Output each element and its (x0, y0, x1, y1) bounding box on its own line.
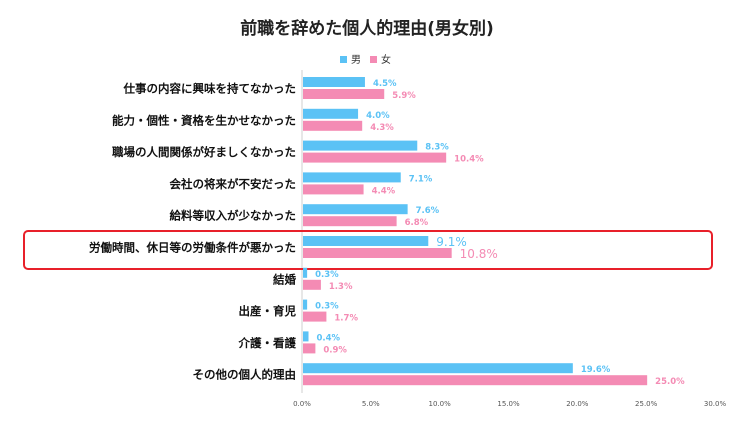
bar-male (303, 331, 309, 342)
bar-male (303, 140, 418, 151)
x-tick-label: 10.0% (429, 400, 452, 408)
category-label: 出産・育児 (239, 304, 297, 318)
legend-swatch-0 (340, 56, 347, 63)
data-label: 9.1% (436, 235, 467, 249)
x-tick-label: 5.0% (362, 400, 380, 408)
data-label: 4.4% (372, 186, 396, 196)
bar-male (303, 267, 308, 278)
bar-male (303, 108, 359, 119)
category-label: 労働時間、休日等の労働条件が悪かった (89, 241, 296, 255)
highlight-box (23, 230, 713, 270)
bar-male (303, 299, 308, 310)
data-label: 7.1% (409, 174, 433, 184)
category-label: 能力・個性・資格を生かせなかった (112, 113, 296, 127)
data-label: 4.0% (366, 111, 390, 121)
bar-female (303, 216, 397, 227)
legend-label-1: 女 (381, 53, 391, 66)
category-label: 介護・看護 (238, 336, 297, 350)
bar-male (303, 236, 429, 246)
category-label: 給料等収入が少なかった (170, 209, 297, 223)
x-axis-ticks: 0.0% 5.0% 10.0% 15.0% 20.0% 25.0% 30.0% (293, 400, 726, 408)
data-label: 0.3% (315, 302, 339, 312)
data-label: 25.0% (655, 377, 685, 387)
legend: 男女 (340, 53, 391, 66)
data-label: 4.5% (373, 79, 397, 89)
data-label: 10.4% (454, 155, 484, 165)
data-label: 8.3% (425, 143, 449, 153)
bar-female (303, 343, 316, 354)
bar-male (303, 172, 401, 183)
category-labels: 仕事の内容に興味を持てなかった能力・個性・資格を生かせなかった職場の人間関係が好… (89, 82, 296, 382)
x-tick-label: 30.0% (704, 400, 727, 408)
bars (303, 77, 648, 386)
x-tick-label: 0.0% (293, 400, 311, 408)
bar-female (303, 152, 447, 163)
data-label: 0.9% (323, 345, 347, 355)
category-label: 職場の人間関係が好ましくなかった (112, 145, 296, 159)
bar-female (303, 279, 321, 290)
bar-female (303, 89, 385, 99)
category-label: 会社の将来が不安だった (169, 177, 297, 191)
data-label: 0.3% (315, 270, 339, 280)
bar-female (303, 120, 363, 131)
bar-male (303, 77, 365, 87)
bar-female (303, 184, 364, 195)
bar-female (303, 311, 327, 322)
bar-male (303, 363, 573, 374)
bar-female (303, 248, 452, 258)
category-label: 結婚 (273, 272, 296, 286)
bar-female (303, 375, 648, 386)
data-label: 5.9% (392, 91, 416, 101)
data-label: 0.4% (317, 333, 341, 343)
data-label: 1.3% (329, 282, 353, 292)
data-label: 4.3% (370, 123, 394, 133)
data-label: 6.8% (405, 218, 429, 228)
data-label: 10.8% (460, 247, 498, 261)
x-tick-label: 15.0% (497, 400, 520, 408)
data-labels: 4.5% 4.0% 8.3% 7.1% 7.6% 9.1% 0.3% 0.3% 0.4% 19.6… (315, 79, 685, 387)
category-label: その他の個人的理由 (193, 368, 297, 382)
highlight-rectangle (23, 230, 713, 270)
data-label: 7.6% (416, 206, 440, 216)
chart-title: 前職を辞めた個人的理由(男女別) (240, 18, 494, 39)
data-label: 19.6% (581, 365, 611, 375)
bar-male (303, 204, 408, 215)
x-tick-label: 20.0% (566, 400, 589, 408)
legend-label-0: 男 (351, 54, 361, 66)
data-label: 1.7% (334, 314, 358, 324)
x-tick-label: 25.0% (635, 400, 658, 408)
category-label: 仕事の内容に興味を持てなかった (123, 82, 297, 96)
legend-swatch-1 (370, 56, 377, 63)
